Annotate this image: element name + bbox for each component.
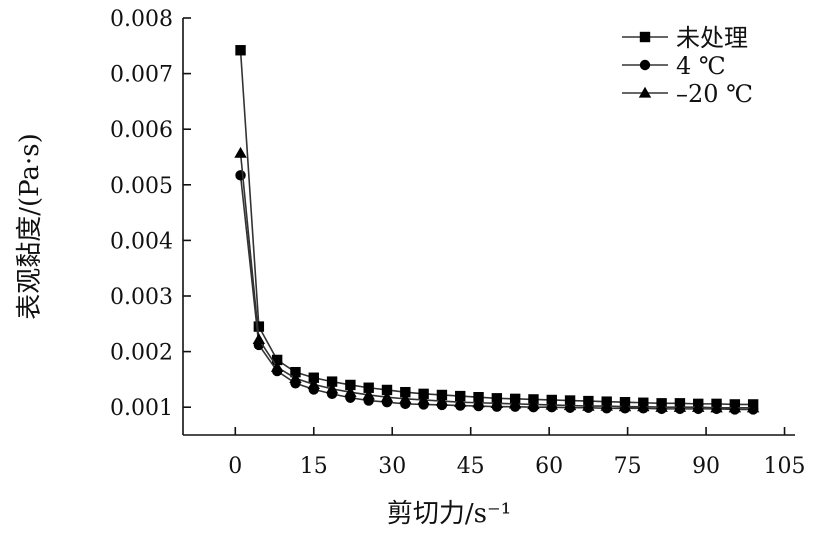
y-tick-label: 0.001 [110,396,173,421]
data-point [235,170,246,181]
axes [182,18,795,436]
data-point [746,401,760,413]
data-point [655,401,668,412]
series-line [239,153,754,409]
data-point [252,333,266,345]
x-tick-label: 60 [535,454,563,479]
data-point [270,360,284,372]
data-point [345,379,356,391]
x-tick-label: 90 [692,454,720,479]
y-tick-label: 0.008 [110,7,173,32]
legend-item: 4 ℃ [622,52,726,80]
data-point [472,396,485,408]
data-point [235,45,246,56]
data-point [600,399,613,411]
x-tick-label: 15 [300,454,328,479]
data-point [710,401,723,413]
data-point [289,372,302,383]
data-point [381,384,393,396]
x-tick-label: 0 [228,454,242,479]
data-point [454,395,467,407]
data-point [380,390,394,402]
data-point [326,376,338,387]
y-tick-label: 0.003 [110,285,173,310]
series-2 [234,146,760,413]
data-point [618,400,632,412]
x-axis-title: 剪切力/s⁻¹ [387,499,511,529]
data-point [545,398,558,410]
data-point [363,382,374,393]
data-point [307,378,320,390]
x-tick-label: 30 [378,454,406,479]
data-point [508,397,522,409]
data-point [344,385,357,397]
x-ticks: 0 15 30 45 60 75 90 105 [228,427,806,479]
y-tick-label: 0.007 [110,63,173,88]
data-point [417,393,430,405]
y-axis-title: 表观黏度/(Pa·s) [15,133,45,319]
legend-item: 未处理 [622,24,748,52]
legend-label: –20 ℃ [676,80,753,108]
data-point [563,399,577,411]
legend-marker [639,59,651,71]
series-layer [234,45,760,415]
legend-item: –20 ℃ [622,80,753,108]
data-point [271,354,283,366]
data-point [673,401,687,412]
y-tick-label: 0.004 [110,229,173,254]
data-point [399,392,412,404]
data-point [400,386,411,398]
data-point [692,401,705,412]
data-point [728,401,742,413]
data-point [582,399,595,411]
y-tick-label: 0.005 [110,174,173,199]
x-tick-label: 105 [764,454,806,479]
data-point [308,372,319,383]
data-point [325,382,339,394]
legend-marker [638,86,652,98]
data-point [253,321,265,332]
data-point [362,388,375,400]
y-tick-label: 0.002 [110,341,173,366]
data-point [637,400,650,412]
legend-marker [639,31,651,43]
y-tick-label: 0.006 [110,118,173,143]
x-tick-label: 75 [614,454,642,479]
data-point [527,398,540,410]
legend-label: 未处理 [676,24,748,52]
legend-label: 4 ℃ [676,52,726,80]
x-tick-label: 45 [457,454,485,479]
data-point [435,394,449,406]
y-ticks: 0.001 0.002 0.003 0.004 0.005 0.006 0.007 0.008 [110,7,191,421]
data-point [234,146,247,158]
data-point [490,397,504,408]
